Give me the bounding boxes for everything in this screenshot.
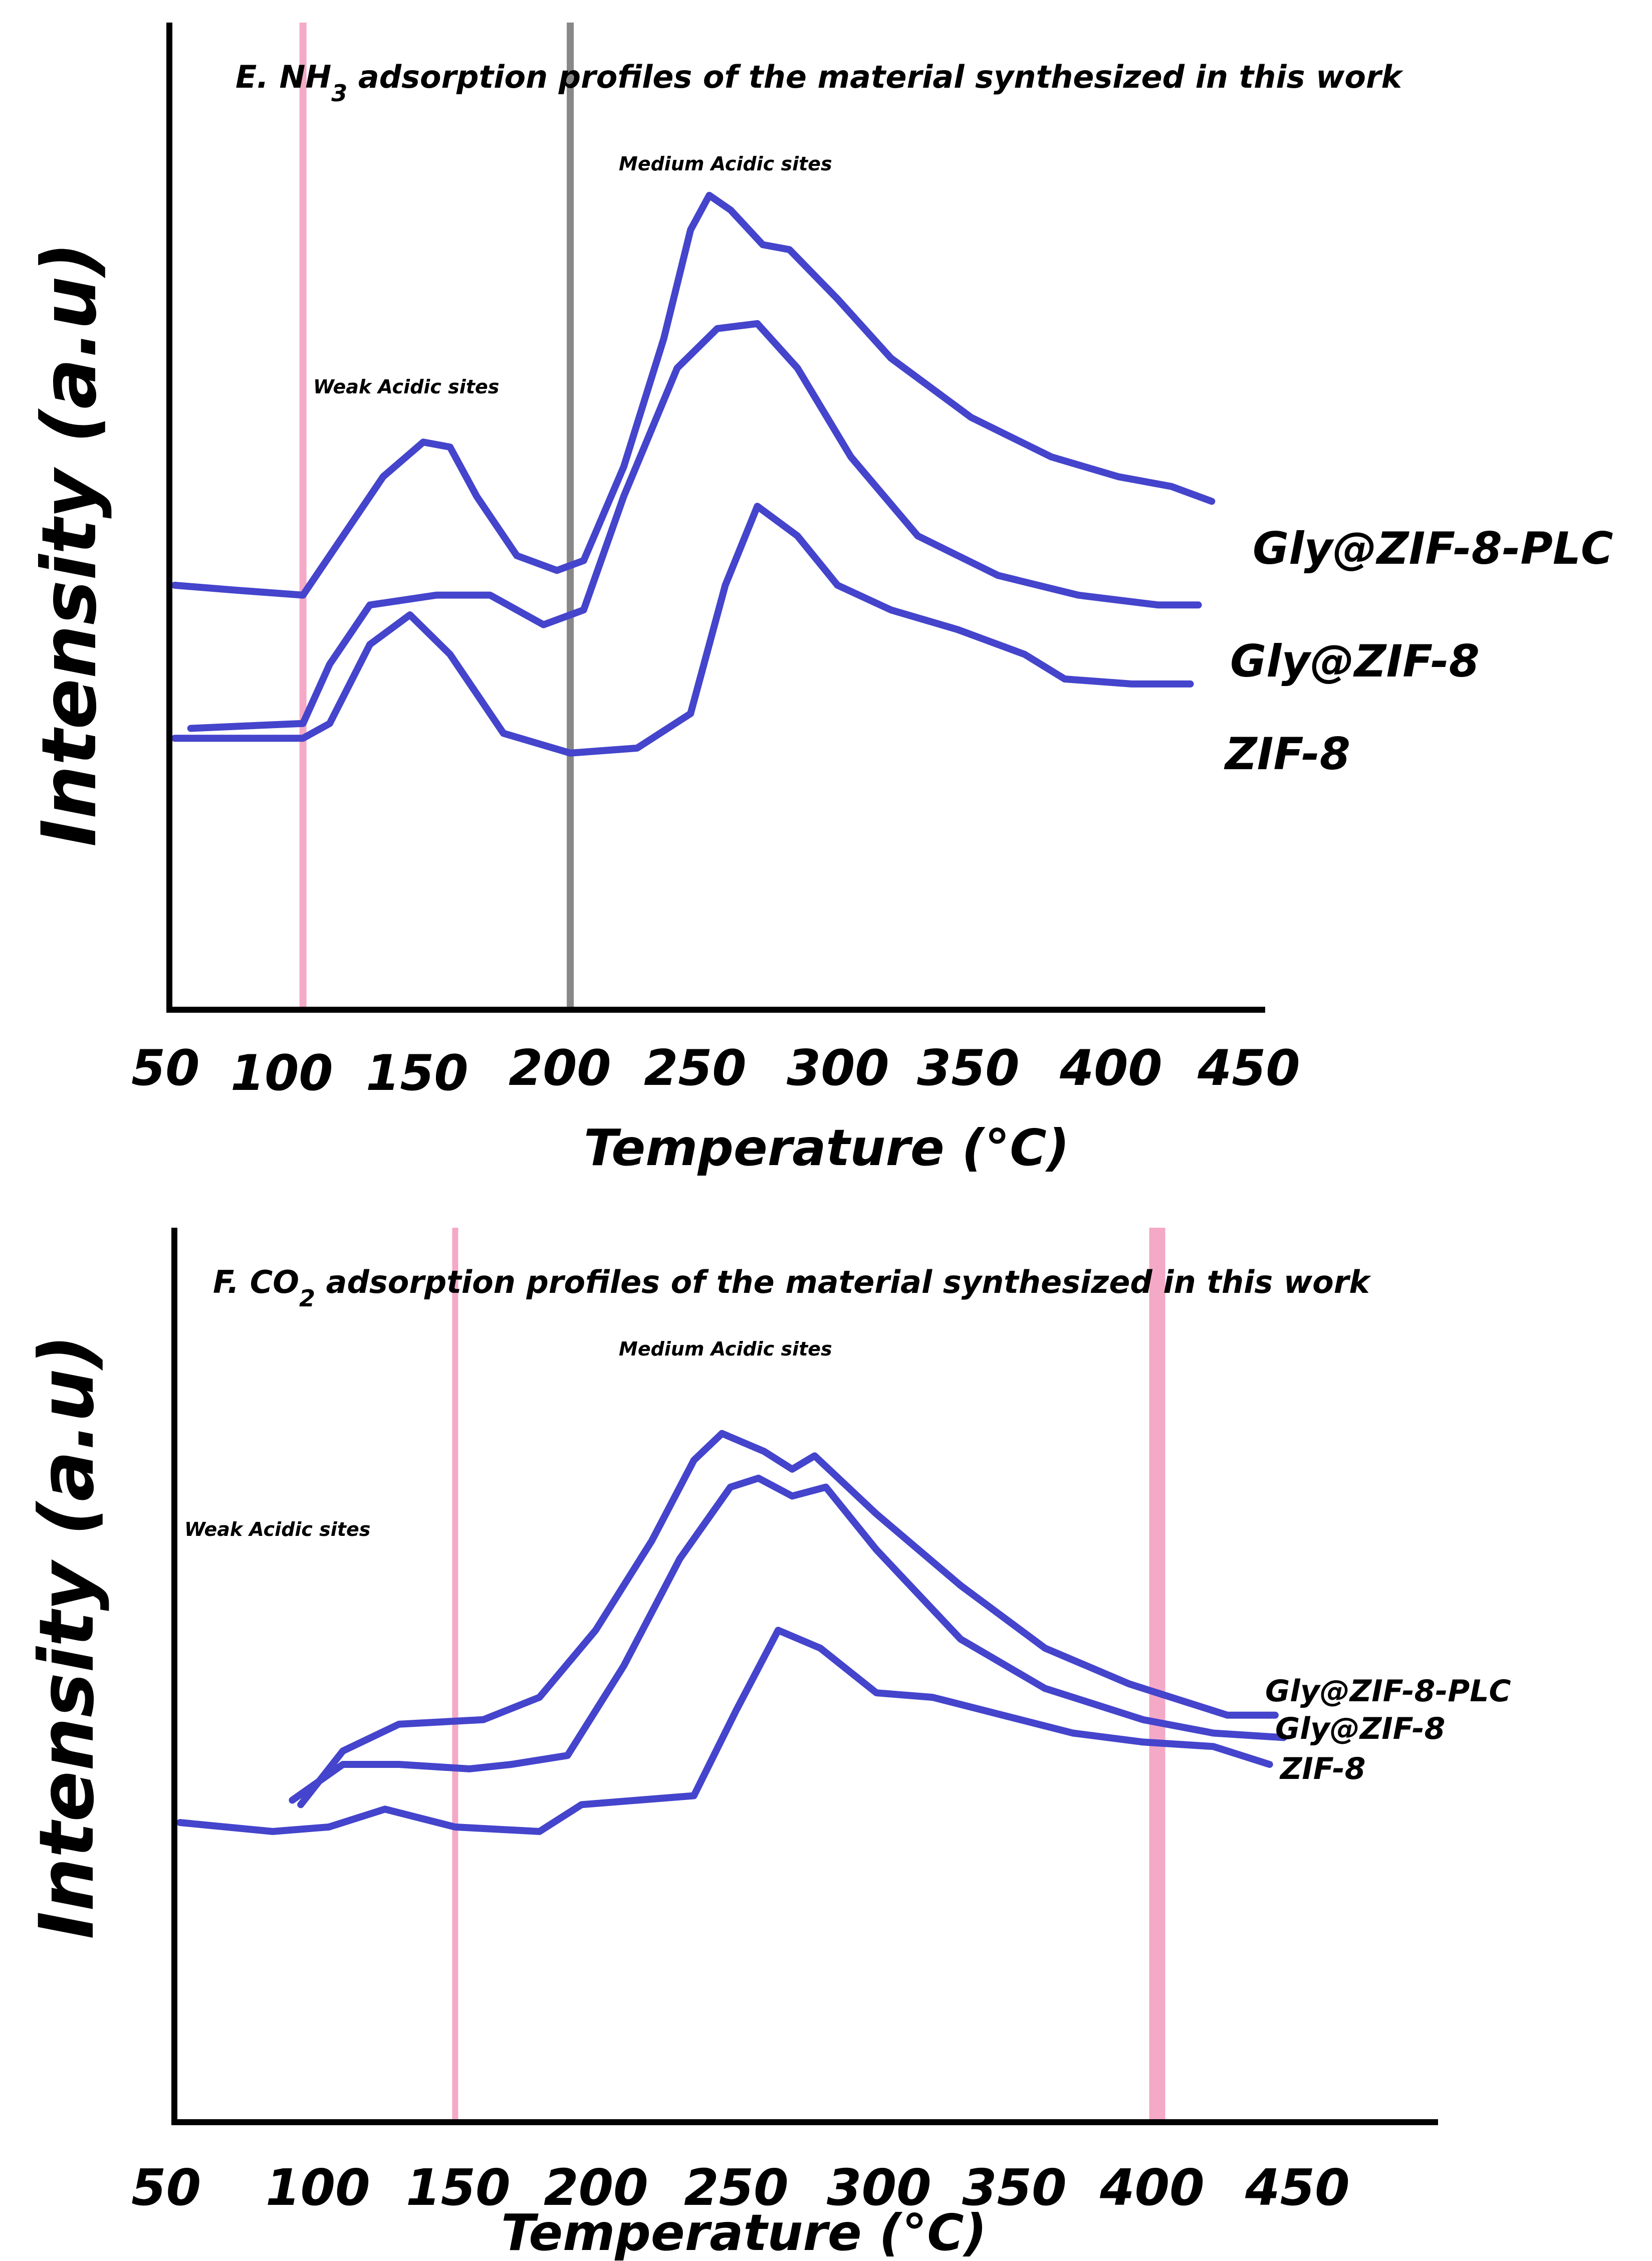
series-line-gly-zif-8 — [289, 1474, 1287, 1804]
x-tick-label: 300 — [827, 2158, 931, 2217]
x-tick-label: 50 — [131, 2158, 201, 2217]
x-tick-label: 400 — [1059, 1040, 1162, 1097]
series-label-zif-8: ZIF-8 — [1279, 1751, 1365, 1786]
panel-e-y-axis-label: Intensity (a.u) — [26, 242, 113, 847]
x-tick-label: 350 — [962, 2158, 1067, 2217]
x-tick-label: 100 — [266, 2158, 370, 2217]
panel-e: E. NH3 adsorption profiles of the materi… — [26, 23, 1613, 1177]
x-tick-label: 450 — [1245, 2158, 1350, 2217]
panel-e-x-axis-label: Temperature (°C) — [584, 1118, 1069, 1177]
series-label-zif-8: ZIF-8 — [1224, 728, 1350, 780]
medium-acidic-sites-label: Medium Acidic sites — [619, 1338, 832, 1360]
x-tick-label: 150 — [366, 1045, 468, 1102]
x-tick-label: 250 — [644, 1040, 747, 1097]
x-tick-label: 50 — [131, 1040, 199, 1097]
panel-f-series — [176, 1430, 1287, 1835]
x-tick-label: 450 — [1197, 1040, 1300, 1097]
x-tick-label: 200 — [544, 2158, 648, 2217]
panel-e-series — [171, 191, 1216, 757]
weak-acidic-sites-label: Weak Acidic sites — [184, 1518, 370, 1540]
x-tick-label: 100 — [230, 1045, 333, 1102]
series-line-zif-8 — [171, 503, 1194, 757]
series-line-zif-8 — [176, 1627, 1273, 1835]
series-label-gly-zif-8: Gly@ZIF-8 — [1275, 1711, 1445, 1746]
series-label-gly-zif-8-plc: Gly@ZIF-8-PLC — [1265, 1674, 1511, 1709]
x-tick-label: 200 — [509, 1040, 611, 1097]
x-tick-label: 250 — [684, 2158, 789, 2217]
series-label-gly-zif-8-plc: Gly@ZIF-8-PLC — [1253, 523, 1613, 574]
panel-f-x-axis-label: Temperature (°C) — [501, 2203, 987, 2261]
panel-f: F. CO2 adsorption profiles of the materi… — [24, 1228, 1511, 2261]
series-label-gly-zif-8: Gly@ZIF-8 — [1230, 635, 1480, 687]
panel-f-title: F. CO2 adsorption profiles of the materi… — [213, 1264, 1371, 1312]
weak-acidic-sites-label: Weak Acidic sites — [313, 376, 499, 398]
x-tick-label: 350 — [917, 1040, 1020, 1097]
series-line-gly-zif-8 — [187, 320, 1202, 732]
panel-e-title: E. NH3 adsorption profiles of the materi… — [235, 59, 1404, 107]
medium-acidic-sites-label: Medium Acidic sites — [619, 153, 832, 175]
panel-f-y-axis-label: Intensity (a.u) — [24, 1334, 111, 1939]
x-tick-label: 400 — [1099, 2158, 1205, 2217]
x-tick-label: 150 — [406, 2158, 511, 2217]
series-line-gly-zif-8-plc — [297, 1430, 1279, 1808]
x-tick-label: 300 — [787, 1040, 889, 1097]
series-line-gly-zif-8-plc — [171, 191, 1216, 599]
panel-f-x-ticks: 50 100 150 200 250 300 350 400 450 — [131, 2158, 1350, 2217]
panel-e-x-ticks: 50 100 150 200 250 300 350 400 450 — [131, 1040, 1300, 1102]
